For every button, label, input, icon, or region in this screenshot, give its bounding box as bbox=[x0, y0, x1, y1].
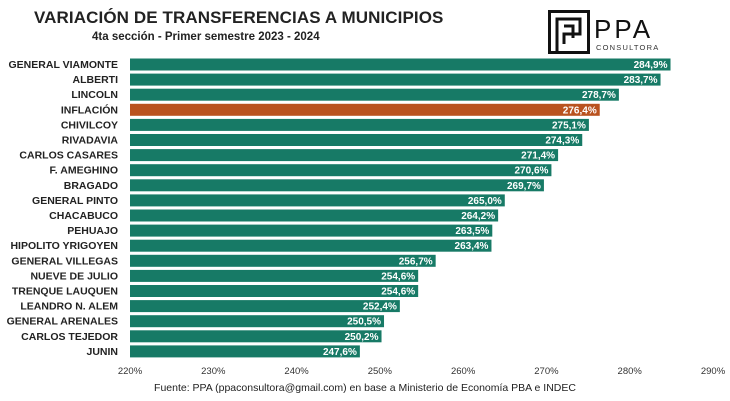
data-label: 274,3% bbox=[545, 136, 579, 147]
data-label: 278,7% bbox=[582, 90, 616, 101]
logo-tagline: CONSULTORA bbox=[596, 43, 660, 52]
bar bbox=[130, 239, 492, 252]
bar bbox=[130, 269, 419, 282]
brand-logo: PPA CONSULTORA bbox=[548, 10, 708, 56]
data-label: 275,1% bbox=[552, 120, 586, 131]
category-label: CHIVILCOY bbox=[61, 119, 118, 131]
bar bbox=[130, 88, 619, 101]
category-label: BRAGADO bbox=[64, 180, 118, 192]
bar bbox=[130, 118, 589, 131]
bar bbox=[130, 330, 382, 343]
bar bbox=[130, 315, 385, 328]
bar bbox=[130, 209, 499, 222]
bar bbox=[130, 73, 661, 86]
data-label: 271,4% bbox=[521, 151, 555, 162]
bar bbox=[130, 254, 436, 267]
category-label: RIVADAVIA bbox=[62, 135, 119, 147]
data-label: 265,0% bbox=[468, 196, 502, 207]
category-label: TRENQUE LAUQUEN bbox=[12, 286, 118, 298]
category-label: GENERAL PINTO bbox=[32, 195, 118, 207]
bar bbox=[130, 164, 552, 177]
category-label: F. AMEGHINO bbox=[50, 165, 118, 177]
x-tick-label: 260% bbox=[451, 366, 476, 377]
x-tick-label: 220% bbox=[118, 366, 143, 377]
bar bbox=[130, 224, 493, 237]
data-label: 254,6% bbox=[381, 287, 415, 298]
data-label: 270,6% bbox=[515, 166, 549, 177]
category-label: JUNIN bbox=[86, 346, 118, 358]
category-label: ALBERTI bbox=[73, 74, 119, 86]
category-label: CARLOS CASARES bbox=[19, 150, 118, 162]
category-label: LINCOLN bbox=[71, 89, 118, 101]
category-label: CARLOS TEJEDOR bbox=[21, 331, 118, 343]
bar bbox=[130, 345, 360, 358]
x-tick-label: 280% bbox=[618, 366, 643, 377]
category-label: INFLACIÓN bbox=[61, 103, 118, 116]
ppa-logo-icon bbox=[548, 10, 590, 54]
bar-chart: GENERAL VIAMONTE 284,9% ALBERTI 283,7% LINCO… bbox=[7, 58, 726, 377]
data-label: 252,4% bbox=[363, 302, 397, 313]
category-label: HIPOLITO YRIGOYEN bbox=[10, 240, 118, 252]
data-label: 254,6% bbox=[381, 271, 415, 282]
category-label: GENERAL VILLEGAS bbox=[11, 255, 118, 267]
x-tick-label: 270% bbox=[534, 366, 559, 377]
x-tick-label: 250% bbox=[368, 366, 393, 377]
source-note: Fuente: PPA (ppaconsultora@gmail.com) en… bbox=[154, 382, 576, 394]
data-label: 250,5% bbox=[347, 317, 381, 328]
chart-title: VARIACIÓN DE TRANSFERENCIAS A MUNICIPIOS bbox=[34, 8, 444, 27]
data-label: 283,7% bbox=[624, 75, 658, 86]
bar bbox=[130, 300, 400, 313]
bar bbox=[130, 149, 559, 162]
data-label: 256,7% bbox=[399, 256, 433, 267]
bar bbox=[130, 285, 419, 297]
data-label: 264,2% bbox=[461, 211, 495, 222]
category-label: GENERAL VIAMONTE bbox=[9, 59, 118, 71]
bar bbox=[130, 58, 671, 71]
x-tick-label: 240% bbox=[284, 366, 309, 377]
x-tick-label: 230% bbox=[201, 366, 226, 377]
data-label: 269,7% bbox=[507, 181, 541, 192]
data-label: 247,6% bbox=[323, 347, 357, 358]
data-label: 276,4% bbox=[563, 105, 597, 116]
category-label: GENERAL ARENALES bbox=[7, 316, 118, 328]
x-tick-label: 290% bbox=[701, 366, 726, 377]
logo-name: PPA bbox=[594, 14, 654, 44]
data-label: 284,9% bbox=[634, 60, 668, 71]
data-label: 263,5% bbox=[455, 226, 489, 237]
data-label: 263,4% bbox=[455, 241, 489, 252]
category-label: CHACABUCO bbox=[49, 210, 118, 222]
category-label: LEANDRO N. ALEM bbox=[20, 301, 118, 313]
bar bbox=[130, 103, 600, 116]
category-label: NUEVE DE JULIO bbox=[30, 270, 118, 282]
bar bbox=[130, 194, 505, 207]
bar bbox=[130, 134, 583, 146]
chart-subtitle: 4ta sección - Primer semestre 2023 - 202… bbox=[92, 31, 320, 43]
data-label: 250,2% bbox=[345, 332, 379, 343]
bar bbox=[130, 179, 544, 192]
category-label: PEHUAJO bbox=[67, 225, 118, 237]
